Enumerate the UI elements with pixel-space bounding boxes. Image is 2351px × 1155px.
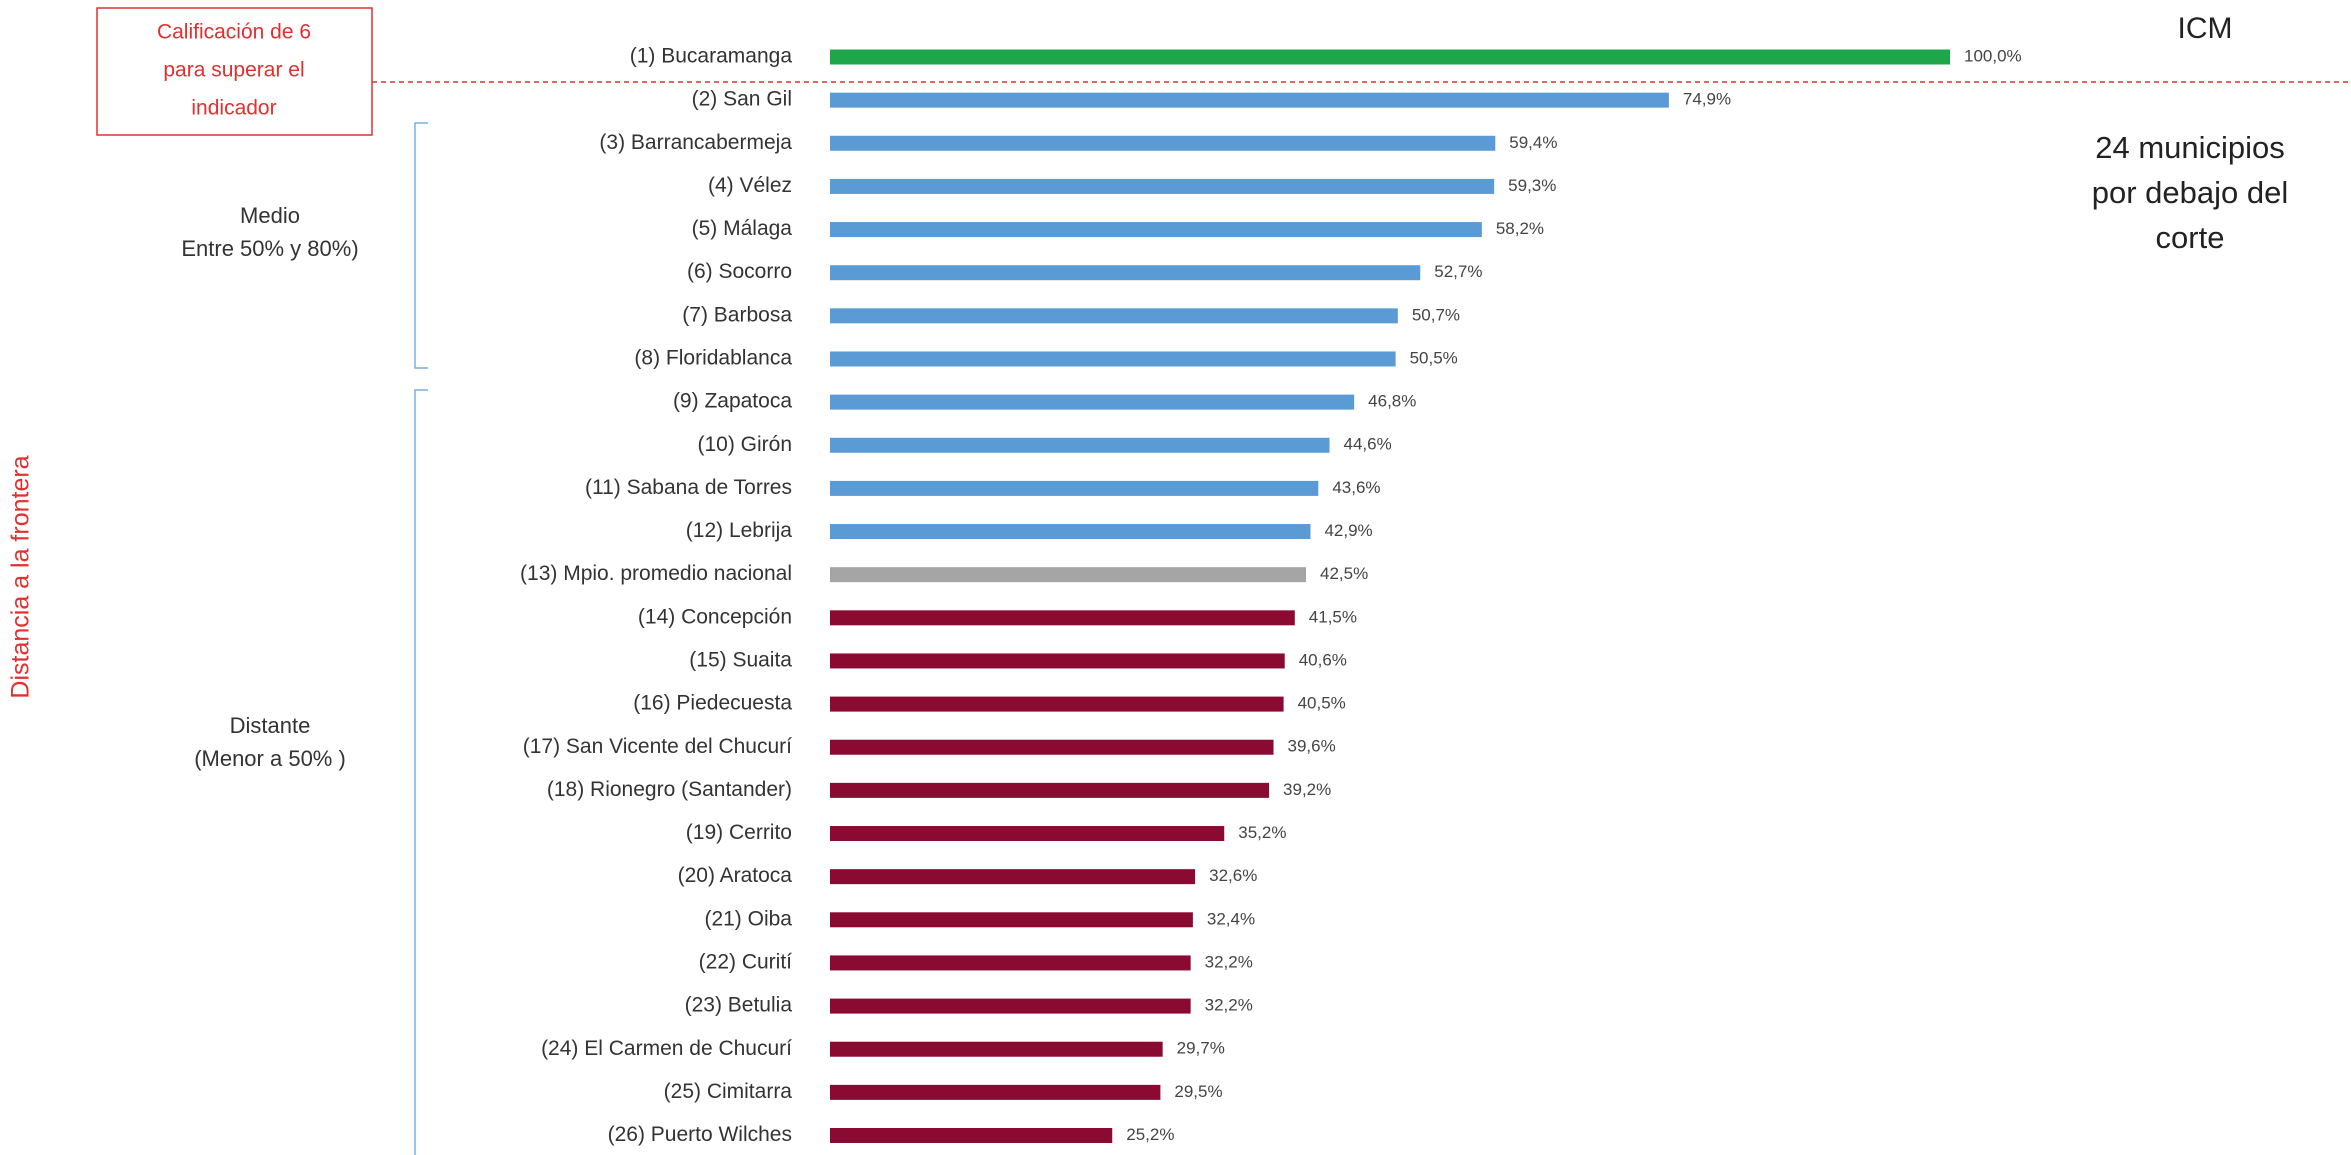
bar (830, 308, 1398, 324)
y-tick-label: (23) Betulia (685, 994, 793, 1017)
data-label: 44,6% (1344, 435, 1392, 454)
data-label: 32,4% (1207, 909, 1255, 928)
y-tick-label: (10) Girón (697, 433, 792, 456)
bar (830, 1128, 1113, 1143)
y-tick-label: (25) Cimitarra (664, 1080, 793, 1103)
data-label: 40,5% (1298, 694, 1346, 713)
axis-title: Distancia a la frontera (7, 455, 35, 698)
data-label: 58,2% (1496, 219, 1544, 238)
bar (830, 92, 1669, 108)
annotation: Entre 50% y 80%) (181, 236, 358, 261)
annotation: por debajo del (2092, 175, 2289, 210)
y-tick-label: (5) Málaga (692, 217, 793, 240)
y-tick-label: (4) Vélez (708, 174, 792, 197)
y-tick-label: (17) San Vicente del Chucurí (523, 735, 792, 758)
y-tick-label: (1) Bucaramanga (630, 45, 793, 68)
bar (830, 178, 1495, 194)
bar (830, 524, 1311, 540)
y-tick-label: (22) Curití (699, 950, 793, 973)
bar (830, 135, 1496, 151)
data-label: 52,7% (1434, 262, 1482, 281)
data-label: 29,5% (1174, 1082, 1222, 1101)
annotation: Distante (230, 713, 311, 738)
bar (830, 998, 1191, 1014)
data-label: 41,5% (1309, 607, 1357, 626)
y-tick-label: (3) Barrancabermeja (599, 131, 792, 154)
bar (830, 912, 1193, 928)
y-tick-label: (19) Cerrito (686, 821, 792, 844)
medio-bracket (414, 122, 428, 369)
bar (830, 869, 1196, 885)
bar (830, 394, 1355, 410)
bar (830, 222, 1482, 238)
data-label: 100,0% (1964, 46, 2022, 65)
bar (830, 480, 1319, 496)
annotation: Medio (240, 203, 300, 228)
bar (830, 782, 1270, 798)
bar (830, 955, 1191, 971)
y-tick-label: (12) Lebrija (686, 519, 793, 542)
bar (830, 696, 1284, 712)
y-tick-label: (20) Aratoca (678, 864, 793, 887)
data-label: 25,2% (1126, 1125, 1174, 1144)
data-label: 29,7% (1177, 1039, 1225, 1058)
data-label: 35,2% (1238, 823, 1286, 842)
data-label: 39,2% (1283, 780, 1331, 799)
bar (830, 49, 1950, 65)
annotation: Calificación de 6 (157, 21, 311, 44)
y-tick-label: (15) Suaita (689, 649, 792, 672)
data-label: 59,3% (1508, 176, 1556, 195)
data-label: 42,9% (1324, 521, 1372, 540)
annotation: 24 municipios (2095, 130, 2285, 165)
data-label: 50,5% (1410, 348, 1458, 367)
data-label: 43,6% (1332, 478, 1380, 497)
bar (830, 567, 1306, 583)
y-tick-label: (18) Rionegro (Santander) (547, 778, 792, 801)
annotation: corte (2156, 220, 2225, 255)
bar (830, 1084, 1161, 1100)
annotation: (Menor a 50% ) (194, 746, 346, 771)
data-label: 59,4% (1509, 133, 1557, 152)
annotation: ICM (2178, 12, 2233, 45)
bar (830, 739, 1274, 755)
bar (830, 437, 1330, 453)
data-label: 42,5% (1320, 564, 1368, 583)
bar (830, 265, 1421, 281)
y-tick-label: (7) Barbosa (682, 303, 792, 326)
distante-bracket (414, 389, 428, 1155)
y-tick-label: (6) Socorro (687, 260, 792, 283)
y-tick-label: (13) Mpio. promedio nacional (520, 562, 792, 585)
annotation: para superar el (163, 59, 304, 82)
bar (830, 653, 1285, 669)
bar (830, 826, 1225, 842)
y-tick-label: (9) Zapatoca (673, 390, 792, 413)
y-tick-label: (2) San Gil (692, 88, 792, 111)
y-tick-label: (16) Piedecuesta (633, 692, 792, 715)
data-label: 32,2% (1205, 952, 1253, 971)
data-label: 46,8% (1368, 392, 1416, 411)
bar (830, 351, 1396, 367)
data-label: 50,7% (1412, 305, 1460, 324)
data-label: 39,6% (1288, 737, 1336, 756)
data-label: 32,2% (1205, 996, 1253, 1015)
bar (830, 1041, 1163, 1057)
y-tick-label: (24) El Carmen de Chucurí (541, 1037, 792, 1060)
data-label: 74,9% (1683, 90, 1731, 109)
y-tick-label: (11) Sabana de Torres (585, 476, 792, 499)
cutoff-box (96, 7, 373, 136)
y-tick-label: (8) Floridablanca (634, 347, 792, 370)
y-tick-label: (26) Puerto Wilches (608, 1123, 792, 1146)
bar (830, 610, 1295, 626)
data-label: 32,6% (1209, 866, 1257, 885)
y-tick-label: (14) Concepción (638, 605, 792, 628)
y-tick-label: (21) Oiba (704, 907, 792, 930)
annotation: indicador (191, 97, 276, 120)
data-label: 40,6% (1299, 650, 1347, 669)
